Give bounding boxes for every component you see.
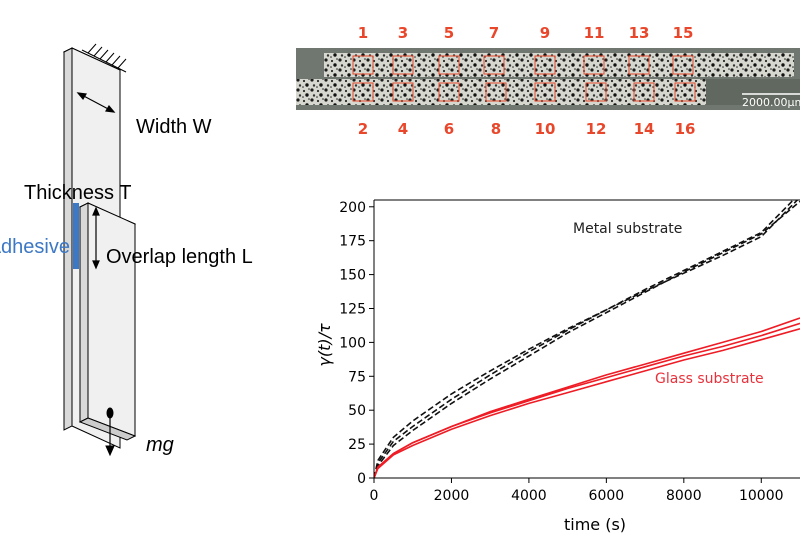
region-label-4: 4 [397, 120, 409, 138]
specimen-image [296, 48, 800, 110]
region-box-bottom-7 [633, 82, 655, 102]
scale-bar-label: 2000.00µm [742, 96, 800, 109]
region-label-6: 6 [443, 120, 455, 138]
x-tick-label: 2000 [434, 488, 470, 504]
region-box-bottom-6 [585, 82, 607, 102]
region-label-11: 11 [583, 24, 605, 42]
region-box-bottom-1 [352, 82, 374, 102]
y-tick-label: 0 [357, 471, 366, 487]
glass-substrate-annotation: Glass substrate [655, 371, 764, 387]
x-tick-label: 0 [370, 488, 379, 504]
chart-series-group [374, 200, 800, 478]
lap-joint-diagram [62, 43, 137, 457]
region-label-12: 12 [585, 120, 607, 138]
region-label-9: 9 [539, 24, 551, 42]
region-box-bottom-2 [392, 82, 414, 102]
overlap-arrow-icon [92, 206, 100, 270]
y-tick-label: 100 [339, 335, 366, 351]
region-box-bottom-4 [485, 82, 507, 102]
y-tick-label: 125 [339, 301, 366, 317]
region-label-14: 14 [633, 120, 655, 138]
region-box-top-2 [392, 55, 414, 75]
region-label-15: 15 [672, 24, 694, 42]
adhesive-layer [73, 203, 79, 269]
region-box-top-6 [583, 55, 605, 75]
region-label-7: 7 [488, 24, 500, 42]
y-tick-label: 75 [348, 369, 366, 385]
region-box-bottom-8 [674, 82, 696, 102]
metal-series-line-2 [374, 200, 795, 478]
y-axis-label: γ(t)/τ [315, 323, 334, 367]
fixed-support-icon [81, 43, 127, 73]
region-box-top-4 [483, 55, 505, 75]
mass-label: mg [146, 434, 174, 456]
region-boxes [352, 55, 696, 102]
width-arrow-icon [76, 92, 116, 113]
x-tick-label: 4000 [511, 488, 547, 504]
region-box-bottom-3 [438, 82, 460, 102]
x-axis-label: time (s) [564, 515, 626, 534]
region-label-13: 13 [628, 24, 650, 42]
metal-substrate-annotation: Metal substrate [573, 221, 682, 237]
region-box-bottom-5 [534, 82, 556, 102]
glass-series-line-5 [374, 322, 800, 478]
region-box-top-3 [438, 55, 460, 75]
width-label: Width W [136, 116, 212, 138]
x-tick-label: 10000 [739, 488, 784, 504]
region-label-16: 16 [674, 120, 696, 138]
x-tick-label: 8000 [666, 488, 702, 504]
adhesive-label: Adhesive [0, 236, 70, 264]
load-arrow-icon [105, 407, 115, 457]
y-tick-label: 50 [348, 403, 366, 419]
region-label-8: 8 [490, 120, 502, 138]
x-tick-label: 6000 [589, 488, 625, 504]
region-label-10: 10 [534, 120, 556, 138]
region-label-2: 2 [357, 120, 369, 138]
region-box-top-8 [672, 55, 694, 75]
region-label-5: 5 [443, 24, 455, 42]
y-tick-label: 25 [348, 437, 366, 453]
specimen-photo-panel: 1 3 5 7 9 11 13 15 2 4 6 8 10 12 14 16 2000.00µm [296, 24, 800, 142]
adhesive-label-text: Adhesive [0, 236, 70, 258]
glass-series-line-6 [374, 328, 800, 478]
region-box-top-7 [628, 55, 650, 75]
region-label-3: 3 [397, 24, 409, 42]
region-box-top-1 [352, 55, 374, 75]
region-label-1: 1 [357, 24, 369, 42]
region-box-top-5 [534, 55, 556, 75]
y-tick-label: 150 [339, 268, 366, 284]
metal-series-line-3 [374, 200, 800, 478]
y-tick-label: 200 [339, 200, 366, 216]
thickness-label: Thickness T [24, 182, 132, 204]
overlap-label: Overlap length L [106, 246, 253, 268]
lower-plate [78, 202, 137, 441]
metal-series-line-1 [374, 200, 799, 478]
y-tick-label: 175 [339, 234, 366, 250]
